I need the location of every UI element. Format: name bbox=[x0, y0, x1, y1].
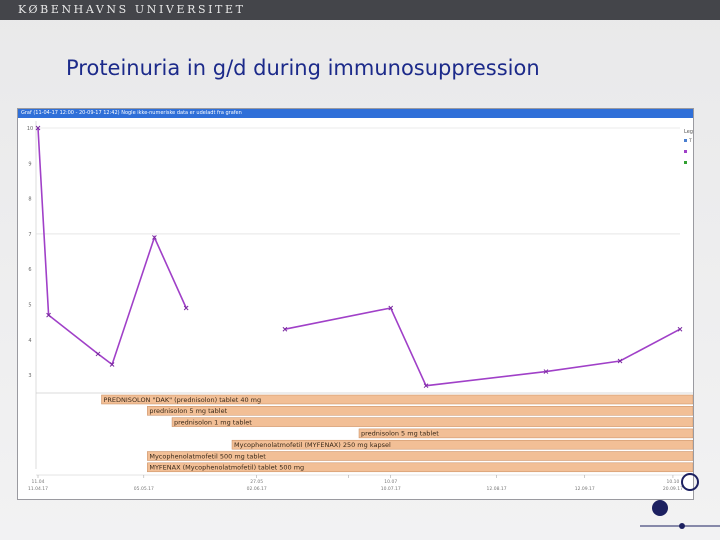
medication-bar bbox=[358, 428, 693, 439]
x-tick-date: 12.09.17 bbox=[575, 486, 595, 492]
medication-label: prednisolon 5 mg tablet bbox=[149, 407, 227, 415]
medication-bar bbox=[147, 406, 693, 416]
x-tick-date: 11.04.17 bbox=[28, 486, 48, 492]
x-tick-label: 27.05 bbox=[250, 479, 263, 485]
y-tick-label: 4 bbox=[28, 338, 31, 344]
y-tick-label: 8 bbox=[28, 197, 31, 203]
legend-swatch bbox=[684, 139, 687, 142]
y-tick-label: 6 bbox=[28, 267, 31, 273]
data-point bbox=[183, 305, 189, 311]
y-tick-label: 5 bbox=[28, 303, 31, 309]
data-point bbox=[109, 362, 115, 367]
window-title: Graf (11-04-17 12:00 - 20-09-17 12:42) N… bbox=[18, 109, 693, 118]
y-tick-label: 10 bbox=[27, 126, 33, 132]
medication-label: PREDNISOLON "DAK" (prednisolon) tablet 4… bbox=[103, 396, 261, 404]
x-tick-date: 02.06.17 bbox=[247, 486, 267, 492]
legend-title: Leg bbox=[684, 129, 693, 135]
slide-title: Proteinuria in g/d during immunosuppress… bbox=[66, 56, 540, 80]
y-tick-label: 3 bbox=[28, 373, 31, 379]
x-tick-date: 10.07.17 bbox=[381, 486, 401, 492]
decoration-ring bbox=[681, 473, 699, 491]
x-tick-label: 10.07 bbox=[384, 479, 397, 485]
data-point bbox=[46, 312, 51, 318]
header-bar: KØBENHAVNS UNIVERSITET bbox=[0, 0, 720, 20]
medication-label: prednisolon 1 mg tablet bbox=[174, 418, 252, 426]
data-point bbox=[152, 235, 157, 240]
corner-decoration bbox=[640, 473, 720, 529]
medication-label: Mycophenolatmofetil 500 mg tablet bbox=[149, 452, 266, 460]
data-point bbox=[677, 326, 683, 332]
data-point bbox=[35, 125, 41, 131]
legend-swatch bbox=[684, 150, 687, 153]
medication-label: prednisolon 5 mg tablet bbox=[361, 430, 439, 438]
data-point bbox=[95, 351, 101, 357]
medication-bar bbox=[101, 394, 693, 405]
university-name: KØBENHAVNS UNIVERSITET bbox=[18, 3, 246, 16]
medication-label: MYFENAX (Mycophenolatmofetil) tablet 500… bbox=[149, 464, 304, 472]
x-tick-date: 12.08.17 bbox=[487, 486, 507, 492]
medication-bar bbox=[231, 439, 693, 450]
medication-bar bbox=[147, 462, 693, 473]
y-tick-label: 7 bbox=[28, 232, 31, 238]
legend-swatch bbox=[684, 161, 687, 164]
y-tick-label: 9 bbox=[28, 161, 31, 167]
proteinuria-chart: 10 9 8 7 6 5 4 3 PREDNISOLON "DAK" (prednisolon)… bbox=[27, 121, 693, 492]
embedded-chart-window: Graf (11-04-17 12:00 - 20-09-17 12:42) N… bbox=[17, 108, 694, 500]
legend-item: T bbox=[688, 138, 692, 144]
x-tick-date: 20.09.17 bbox=[663, 486, 683, 492]
medication-bar bbox=[147, 451, 693, 461]
data-point bbox=[543, 369, 549, 374]
series-line-segment-1 bbox=[37, 127, 187, 366]
decoration-dot-large bbox=[652, 500, 668, 516]
data-point bbox=[388, 305, 394, 311]
x-tick-label: 10.10 bbox=[666, 479, 679, 485]
data-point bbox=[282, 326, 288, 332]
data-point bbox=[617, 358, 623, 364]
medication-label: Mycophenolatmofetil (MYFENAX) 250 mg kap… bbox=[234, 441, 391, 449]
x-tick-date: 05.05.17 bbox=[134, 486, 154, 492]
series-line-segment-2 bbox=[284, 307, 681, 387]
x-tick-label: 11.04 bbox=[32, 479, 45, 485]
data-point bbox=[423, 383, 429, 389]
medication-bar bbox=[171, 417, 693, 427]
